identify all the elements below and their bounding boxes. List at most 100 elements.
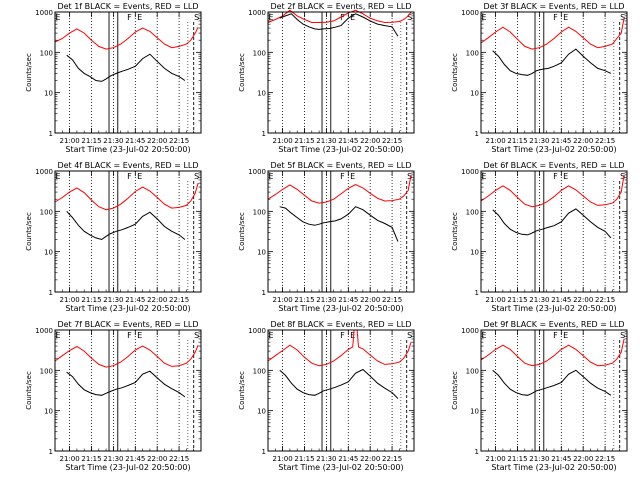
x-tick-label: 21:15 (507, 296, 527, 304)
series-events (66, 370, 186, 398)
panel-title: Det 3f BLACK = Events, RED = LLD (483, 2, 624, 11)
x-tick-label: 22:15 (595, 296, 615, 304)
x-tick-label: 21:00 (486, 296, 506, 304)
x-tick-label: 21:00 (273, 455, 293, 463)
x-axis-label: Start Time (23-Jul-02 20:50:00) (65, 463, 190, 472)
flag-label: E (268, 13, 273, 22)
x-tick-label: 21:30 (103, 455, 123, 463)
y-tick-label: 1 (475, 448, 479, 456)
flag-label: E (137, 331, 142, 340)
x-tick-label: 22:15 (595, 455, 615, 463)
flag-label: F (340, 331, 345, 340)
panel-title: Det 8f BLACK = Events, RED = LLD (270, 320, 411, 329)
y-tick-label: 1000 (35, 327, 53, 335)
y-tick-label: 100 (40, 208, 53, 216)
flag-label: F (553, 331, 558, 340)
flag-label: E (350, 13, 355, 22)
y-tick-label: 1 (262, 289, 266, 297)
y-tick-label: 10 (470, 408, 479, 416)
flag-label: F (340, 172, 345, 181)
series-lld (267, 329, 412, 367)
y-tick-label: 10 (470, 249, 479, 257)
x-tick-label: 21:45 (551, 296, 571, 304)
y-tick-label: 100 (253, 367, 266, 375)
y-tick-label: 10 (470, 90, 479, 98)
x-tick-label: 21:00 (486, 455, 506, 463)
series-lld (54, 345, 199, 368)
series-lld (480, 174, 625, 208)
x-tick-label: 22:00 (360, 137, 380, 145)
y-axis-label: Counts/sec (238, 53, 246, 92)
series-lld (480, 338, 625, 367)
x-tick-label: 22:00 (360, 455, 380, 463)
y-tick-label: 1000 (248, 327, 266, 335)
x-tick-label: 21:00 (273, 137, 293, 145)
x-tick-label: 21:45 (551, 137, 571, 145)
flag-label: F (340, 13, 345, 22)
y-tick-label: 1 (262, 130, 266, 138)
series-lld (480, 18, 625, 50)
y-tick-label: 1 (49, 448, 53, 456)
flag-label: E (350, 331, 355, 340)
y-tick-label: 1000 (35, 9, 53, 17)
flag-label: E (268, 172, 273, 181)
panel-title: Det 1f BLACK = Events, RED = LLD (57, 2, 198, 11)
y-tick-label: 100 (40, 49, 53, 57)
x-tick-label: 22:00 (360, 296, 380, 304)
flag-label: E (350, 172, 355, 181)
x-tick-label: 22:00 (573, 455, 593, 463)
y-tick-label: 100 (466, 367, 479, 375)
series-events (279, 368, 399, 399)
x-tick-label: 21:45 (551, 455, 571, 463)
x-tick-label: 21:30 (103, 296, 123, 304)
y-tick-label: 1 (262, 448, 266, 456)
series-events (279, 206, 399, 242)
y-tick-label: 1000 (248, 168, 266, 176)
y-tick-label: 100 (40, 367, 53, 375)
x-tick-label: 21:15 (81, 137, 101, 145)
x-axis-label: Start Time (23-Jul-02 20:50:00) (491, 304, 616, 313)
y-tick-label: 1000 (35, 168, 53, 176)
x-axis-label: Start Time (23-Jul-02 20:50:00) (65, 304, 190, 313)
x-tick-label: 22:15 (169, 455, 189, 463)
x-tick-label: 21:30 (529, 455, 549, 463)
x-tick-label: 22:15 (595, 137, 615, 145)
flag-label: S (620, 13, 625, 22)
flag-label: F (553, 13, 558, 22)
y-tick-label: 1 (49, 130, 53, 138)
x-tick-label: 22:15 (382, 137, 402, 145)
y-tick-label: 1 (475, 130, 479, 138)
x-tick-label: 22:00 (147, 137, 167, 145)
series-lld (267, 9, 412, 24)
x-tick-label: 21:45 (338, 296, 358, 304)
y-axis-label: Counts/sec (451, 53, 459, 92)
panel-title: Det 2f BLACK = Events, RED = LLD (270, 2, 411, 11)
panel-title: Det 5f BLACK = Events, RED = LLD (270, 161, 411, 170)
series-events (66, 53, 186, 82)
y-tick-label: 1 (49, 289, 53, 297)
x-tick-label: 22:15 (169, 137, 189, 145)
flag-label: S (407, 331, 412, 340)
y-tick-label: 1000 (461, 9, 479, 17)
x-tick-label: 22:00 (147, 455, 167, 463)
series-lld (267, 174, 412, 204)
flag-label: E (55, 13, 60, 22)
y-tick-label: 1 (475, 289, 479, 297)
series-events (492, 48, 612, 76)
y-tick-label: 10 (44, 249, 53, 257)
x-tick-label: 22:15 (169, 296, 189, 304)
x-axis-label: Start Time (23-Jul-02 20:50:00) (278, 463, 403, 472)
x-tick-label: 21:00 (486, 137, 506, 145)
y-axis-label: Counts/sec (25, 53, 33, 92)
x-axis-label: Start Time (23-Jul-02 20:50:00) (278, 145, 403, 154)
x-tick-label: 21:30 (529, 296, 549, 304)
flag-label: E (137, 13, 142, 22)
panel-title: Det 6f BLACK = Events, RED = LLD (483, 161, 624, 170)
y-axis-label: Counts/sec (451, 371, 459, 410)
x-tick-label: 21:30 (529, 137, 549, 145)
